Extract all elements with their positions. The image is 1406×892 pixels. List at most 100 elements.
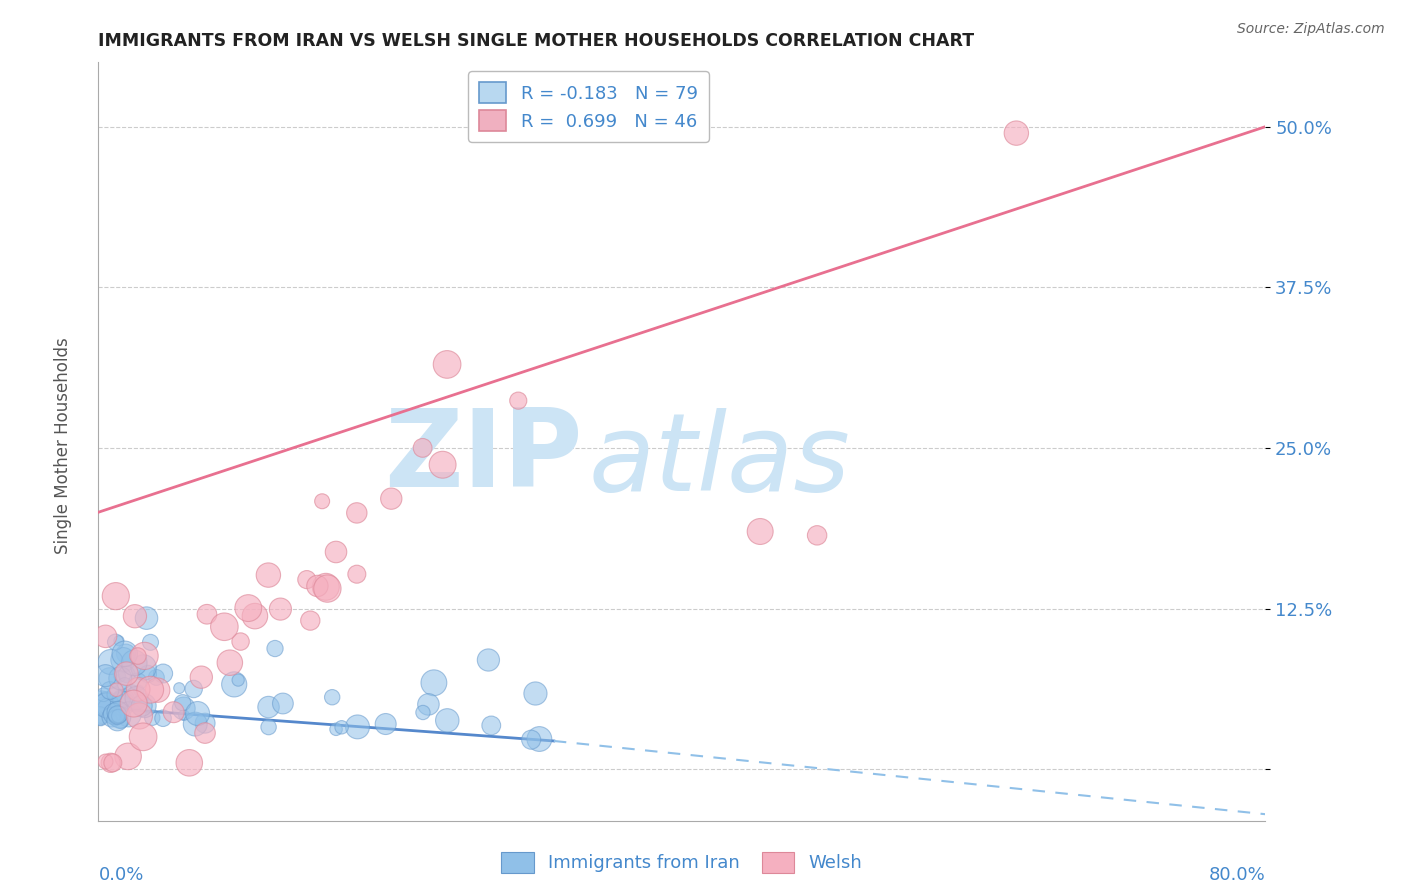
Point (418, 698, 440, 712)
Point (110, 671, 132, 685)
Point (131, 698, 153, 713)
Point (436, 714, 458, 728)
Point (112, 653, 135, 667)
Point (423, 675, 446, 690)
Point (520, 732, 543, 747)
Point (104, 713, 127, 727)
Point (529, 731, 551, 746)
Point (136, 667, 159, 681)
Point (127, 674, 149, 689)
Point (141, 711, 163, 725)
Text: ZIP: ZIP (384, 404, 582, 509)
Point (257, 720, 280, 734)
Point (307, 579, 329, 593)
Point (90, 712, 112, 726)
Point (477, 653, 499, 667)
Point (104, 635, 127, 649)
Point (132, 660, 155, 674)
Point (90, 703, 112, 717)
Point (321, 690, 343, 705)
Point (139, 635, 162, 649)
Point (325, 723, 347, 737)
Point (184, 717, 207, 731)
Point (111, 697, 134, 711)
Point (96, 696, 118, 710)
Point (299, 614, 322, 628)
Point (238, 601, 260, 615)
Point (115, 666, 138, 681)
Point (315, 580, 337, 594)
Point (128, 683, 150, 698)
Point (806, 528, 828, 542)
Point (97, 701, 120, 715)
Point (101, 710, 124, 724)
Point (108, 633, 131, 648)
Point (432, 458, 454, 472)
Point (112, 693, 135, 707)
Point (167, 681, 190, 695)
Text: Single Mother Households: Single Mother Households (55, 338, 72, 554)
Point (98, 683, 121, 698)
Point (120, 684, 142, 698)
Point (524, 686, 547, 700)
Point (94, 629, 117, 643)
Point (114, 678, 136, 692)
Point (380, 491, 402, 506)
Point (117, 749, 139, 764)
Point (104, 709, 127, 723)
Point (145, 670, 167, 684)
Point (90, 696, 112, 710)
Point (412, 441, 434, 455)
Point (108, 669, 131, 683)
Point (214, 620, 236, 634)
Point (122, 697, 145, 711)
Point (226, 673, 249, 687)
Point (94, 668, 117, 682)
Point (330, 720, 353, 734)
Point (134, 698, 156, 713)
Point (187, 706, 209, 721)
Point (127, 648, 149, 663)
Point (271, 697, 294, 711)
Point (125, 690, 148, 705)
Point (412, 706, 434, 720)
Point (127, 682, 149, 697)
Point (139, 682, 162, 697)
Point (100, 756, 122, 770)
Point (229, 634, 252, 648)
Point (194, 716, 217, 731)
Point (436, 358, 458, 372)
Point (108, 710, 131, 724)
Point (94, 755, 117, 769)
Point (96, 698, 118, 713)
Text: Source: ZipAtlas.com: Source: ZipAtlas.com (1237, 22, 1385, 37)
Point (346, 506, 368, 520)
Point (98, 671, 121, 685)
Point (374, 717, 396, 731)
Point (316, 582, 339, 596)
Point (479, 718, 502, 732)
Legend: Immigrants from Iran, Welsh: Immigrants from Iran, Welsh (494, 845, 870, 880)
Point (115, 667, 138, 681)
Point (325, 545, 347, 559)
Point (195, 607, 218, 622)
Point (179, 756, 201, 770)
Point (269, 602, 291, 616)
Text: 80.0%: 80.0% (1209, 866, 1265, 884)
Point (89, 709, 111, 723)
Point (146, 683, 169, 698)
Point (107, 709, 129, 723)
Point (101, 756, 124, 770)
Point (163, 705, 186, 719)
Point (104, 589, 127, 603)
Point (346, 567, 368, 582)
Point (508, 393, 530, 408)
Point (152, 666, 174, 681)
Point (105, 714, 128, 728)
Point (103, 706, 125, 721)
Point (183, 681, 205, 696)
Point (134, 648, 156, 663)
Point (346, 720, 368, 734)
Point (100, 655, 122, 669)
Point (243, 609, 266, 624)
